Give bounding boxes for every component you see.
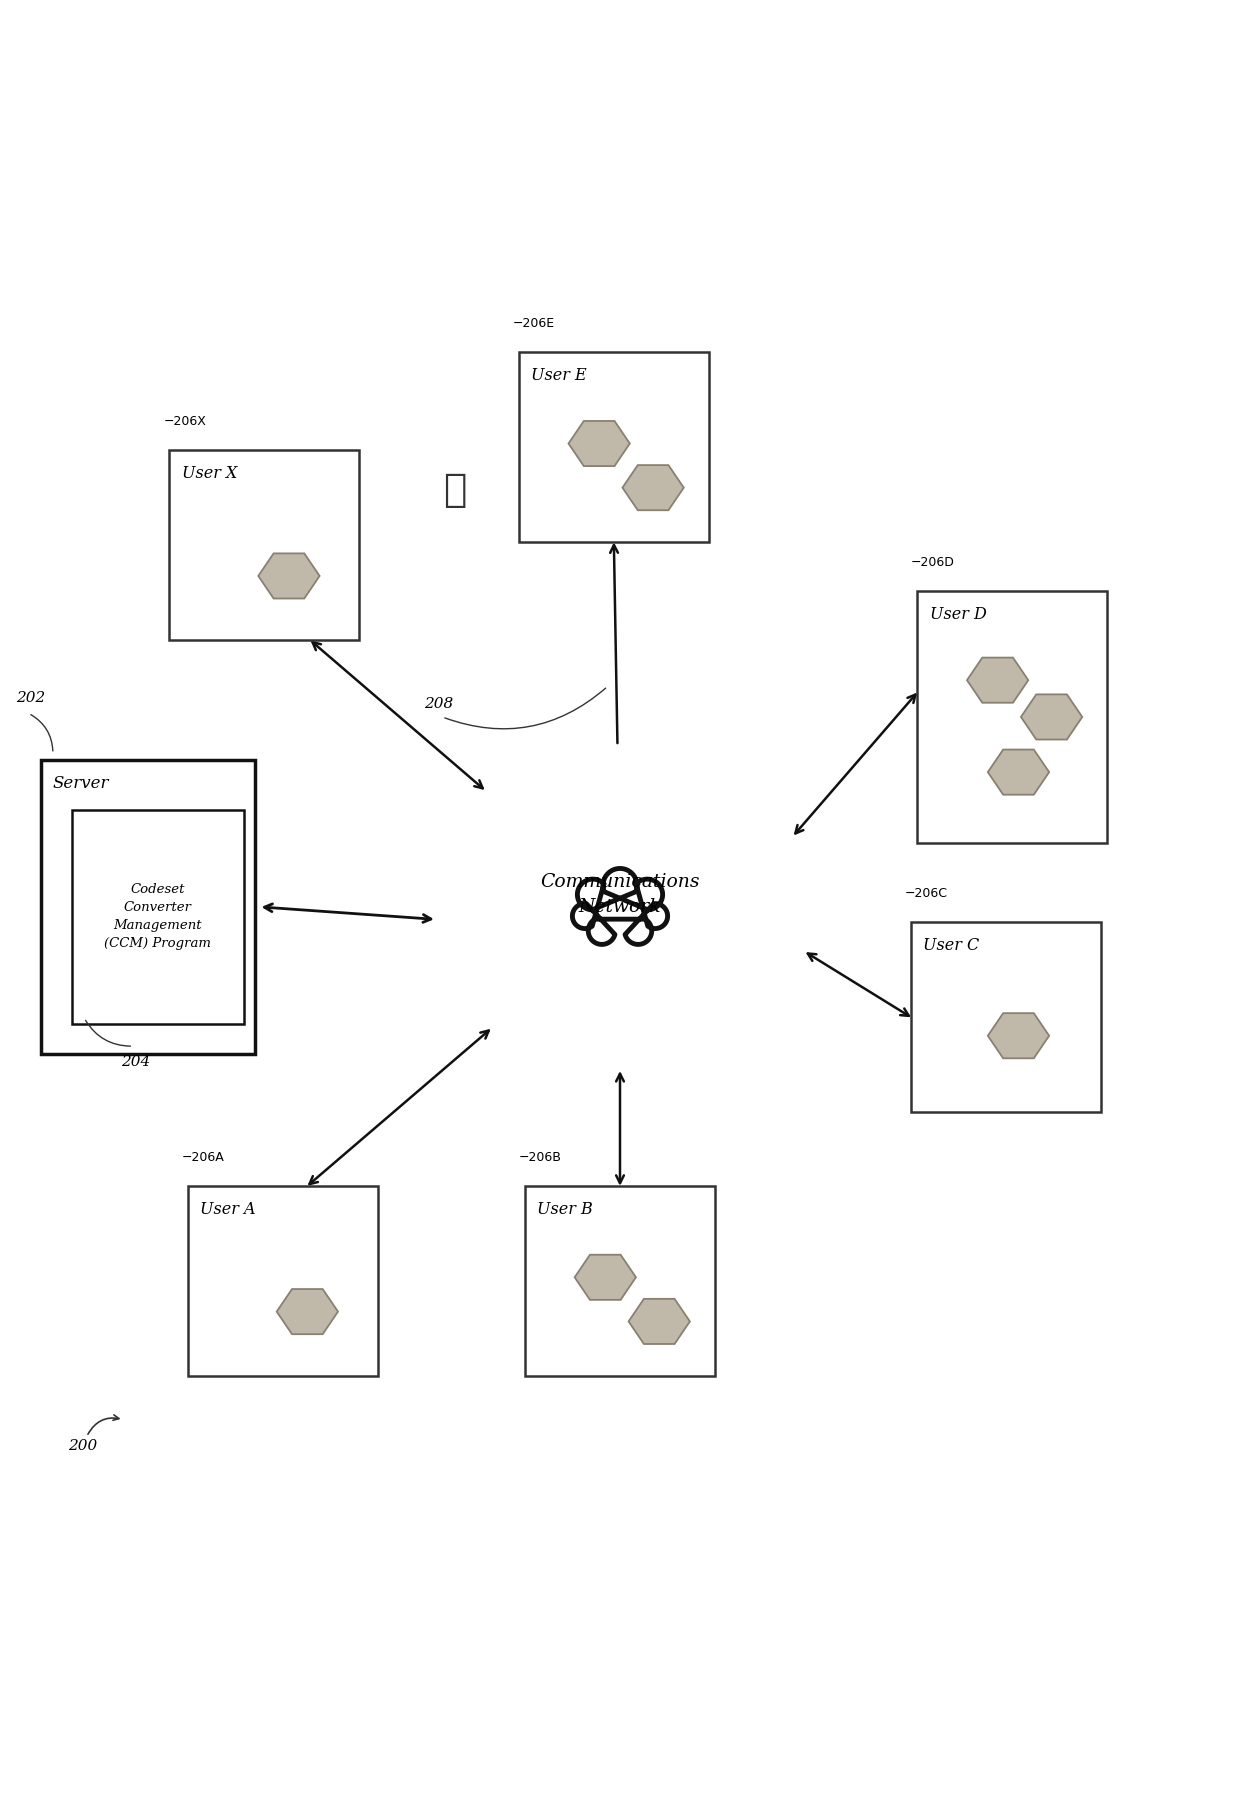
Polygon shape xyxy=(568,421,630,466)
Polygon shape xyxy=(622,464,683,510)
Text: User E: User E xyxy=(531,366,587,385)
Text: −206X: −206X xyxy=(164,415,206,428)
Text: User A: User A xyxy=(200,1201,255,1217)
Text: User D: User D xyxy=(930,606,987,622)
Text: −206E: −206E xyxy=(512,317,554,330)
Text: User C: User C xyxy=(924,938,980,954)
FancyArrowPatch shape xyxy=(88,1415,119,1435)
FancyBboxPatch shape xyxy=(41,760,255,1054)
Text: −206A: −206A xyxy=(182,1150,224,1165)
Text: −206D: −206D xyxy=(911,557,955,570)
Text: −206B: −206B xyxy=(518,1150,562,1165)
Polygon shape xyxy=(574,1255,636,1301)
Text: −206C: −206C xyxy=(905,887,949,900)
Text: User B: User B xyxy=(537,1201,593,1217)
FancyBboxPatch shape xyxy=(918,591,1107,844)
Text: 208: 208 xyxy=(424,697,453,711)
FancyBboxPatch shape xyxy=(72,809,243,1025)
Polygon shape xyxy=(967,658,1028,702)
Text: Server: Server xyxy=(53,775,109,791)
Text: Communications
Network: Communications Network xyxy=(541,873,699,916)
Polygon shape xyxy=(988,749,1049,795)
FancyBboxPatch shape xyxy=(911,922,1101,1112)
FancyBboxPatch shape xyxy=(518,352,709,542)
Polygon shape xyxy=(988,1014,1049,1058)
Polygon shape xyxy=(1021,695,1083,740)
Text: 204: 204 xyxy=(122,1054,150,1068)
Text: Codeset
Converter
Management
(CCM) Program: Codeset Converter Management (CCM) Progr… xyxy=(104,883,211,951)
FancyArrowPatch shape xyxy=(86,1019,130,1047)
FancyBboxPatch shape xyxy=(170,450,360,640)
FancyArrowPatch shape xyxy=(31,715,53,751)
Polygon shape xyxy=(277,1290,339,1333)
Polygon shape xyxy=(629,1299,689,1344)
Text: 200: 200 xyxy=(68,1439,98,1453)
FancyBboxPatch shape xyxy=(187,1186,378,1377)
FancyBboxPatch shape xyxy=(525,1186,715,1377)
Polygon shape xyxy=(258,553,320,599)
Polygon shape xyxy=(573,869,667,945)
Text: 202: 202 xyxy=(16,691,46,704)
Text: ⋯: ⋯ xyxy=(443,472,466,508)
FancyArrowPatch shape xyxy=(445,688,605,729)
Text: User X: User X xyxy=(182,464,237,483)
